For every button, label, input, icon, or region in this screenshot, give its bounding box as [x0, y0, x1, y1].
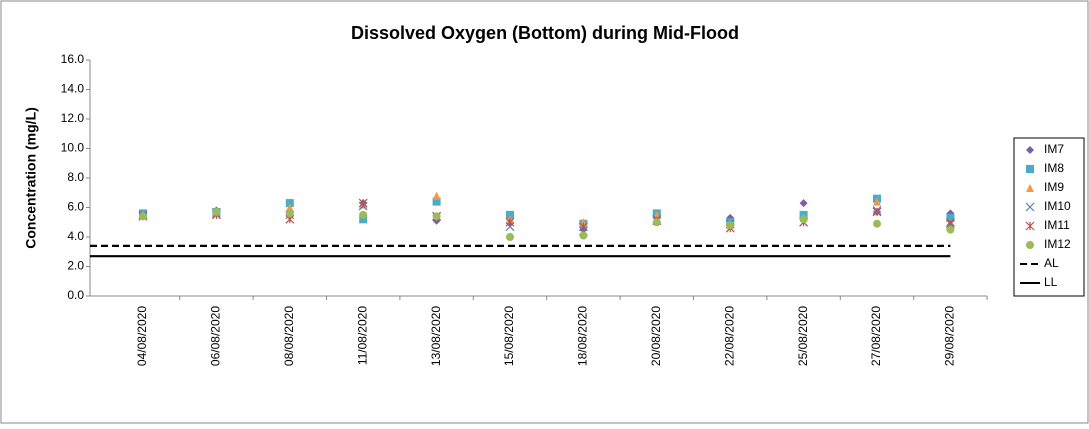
data-point	[946, 225, 955, 234]
legend-label: IM10	[1044, 199, 1071, 213]
legend-label: IM12	[1044, 237, 1071, 251]
x-tick-label: 11/08/2020	[355, 306, 369, 365]
data-point	[506, 210, 514, 219]
x-tick-label: 29/08/2020	[943, 306, 957, 366]
legend-label: IM9	[1044, 180, 1064, 194]
legend-marker	[1026, 146, 1034, 154]
legend-label: IM8	[1044, 161, 1064, 175]
data-point	[505, 222, 515, 232]
data-point	[359, 210, 368, 219]
data-point	[578, 222, 588, 232]
data-point	[726, 221, 735, 230]
legend-marker	[1025, 221, 1035, 231]
y-tick-label: 8.0	[67, 170, 84, 184]
x-tick-label: 15/08/2020	[502, 306, 516, 366]
x-tick-label: 06/08/2020	[209, 306, 223, 366]
data-point	[432, 191, 441, 200]
y-tick-label: 4.0	[67, 229, 84, 243]
x-tick-label: 20/08/2020	[649, 306, 663, 366]
data-point	[139, 212, 147, 221]
data-point	[212, 207, 221, 216]
legend-label: AL	[1044, 256, 1059, 270]
data-point	[799, 215, 808, 224]
data-point	[873, 219, 881, 228]
y-axis-label: Concentration (mg/L)	[23, 107, 39, 249]
data-point	[359, 215, 368, 224]
legend-label: IM7	[1044, 142, 1064, 156]
y-tick-label: 0.0	[67, 288, 84, 302]
legend-box	[1013, 137, 1085, 297]
x-tick-label: 27/08/2020	[869, 306, 883, 366]
data-point	[872, 207, 882, 217]
data-point	[506, 233, 514, 241]
data-point	[432, 212, 441, 221]
legend-label: IM11	[1044, 218, 1070, 232]
legend-marker	[1026, 184, 1034, 192]
x-tick-label: 18/08/2020	[576, 306, 590, 366]
y-tick-label: 6.0	[67, 200, 84, 214]
x-tick-label: 25/08/2020	[796, 306, 810, 366]
data-point	[873, 197, 881, 206]
x-tick-label: 22/08/2020	[722, 306, 736, 366]
y-tick-label: 12.0	[61, 111, 85, 125]
legend-marker	[1026, 165, 1034, 173]
legend-marker	[1026, 241, 1034, 249]
y-tick-label: 2.0	[67, 259, 84, 273]
data-point	[799, 199, 808, 208]
y-tick-label: 16.0	[61, 52, 85, 66]
y-tick-label: 14.0	[61, 82, 85, 96]
x-tick-label: 04/08/2020	[135, 306, 149, 366]
chart-title: Dissolved Oxygen (Bottom) during Mid-Flo…	[351, 23, 739, 43]
y-tick-label: 10.0	[61, 141, 85, 155]
x-tick-label: 08/08/2020	[282, 306, 296, 366]
data-point	[285, 199, 294, 208]
legend-marker	[1025, 202, 1035, 212]
legend-label: LL	[1044, 275, 1058, 289]
data-point	[285, 209, 294, 218]
data-point	[505, 217, 515, 227]
data-point	[432, 197, 441, 206]
data-point	[358, 198, 368, 208]
data-point	[285, 203, 294, 212]
data-point	[946, 213, 955, 222]
x-tick-label: 13/08/2020	[429, 306, 443, 366]
data-point	[579, 231, 588, 240]
data-point	[652, 218, 661, 227]
